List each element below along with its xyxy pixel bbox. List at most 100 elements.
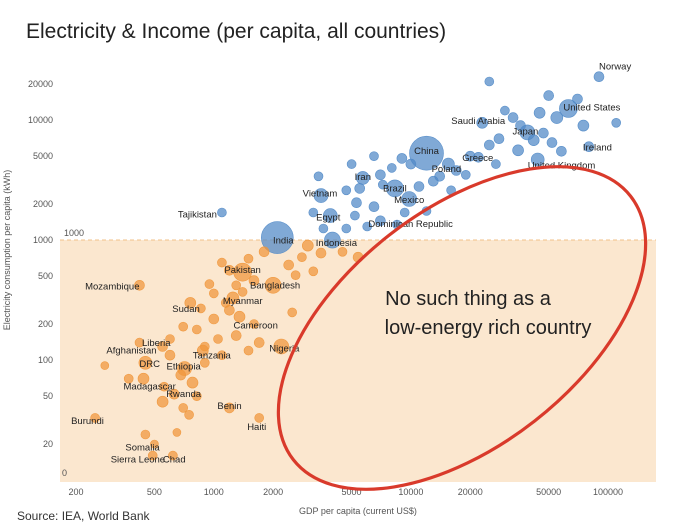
point-united-states [559,99,578,118]
label-benin: Benin [217,401,241,412]
data-point [572,93,583,105]
label-poland: Poland [432,164,462,175]
point-india [260,221,294,254]
label-china: China [414,146,440,157]
point-sudan [184,297,197,309]
data-point [248,275,260,286]
data-point [483,139,495,151]
data-point [220,298,231,308]
point-madagascar [137,372,150,385]
point-vietnam [313,188,329,203]
data-point [375,169,386,181]
y-tick-label: 500 [38,271,53,281]
point-egypt [322,208,338,223]
y-tick-label: 20 [43,439,53,449]
point-rwanda [168,388,180,400]
label-tanzania: Tanzania [193,351,232,362]
data-point [253,337,265,348]
label-egypt: Egypt [316,213,341,224]
data-points [90,71,622,461]
label-japan: Japan [512,126,538,137]
data-point [249,319,259,329]
data-point [491,159,501,169]
x-tick-label: 50000 [536,487,561,497]
data-point [217,257,227,268]
point-china [409,135,444,171]
label-saudi-arabia: Saudi Arabia [451,116,506,127]
data-point [301,239,314,252]
data-point [386,163,397,173]
label-mozambique: Mozambique [85,281,139,292]
label-afghanistan: Afghanistan [106,346,156,357]
data-point [290,270,301,281]
data-point [172,428,182,437]
data-point [577,119,590,132]
point-benin [224,402,235,414]
data-point [313,171,324,182]
point-tajikistan [217,207,227,218]
point-afghanistan [157,341,168,352]
label-madagascar: Madagascar [124,382,176,393]
data-point [450,165,462,176]
data-point [243,253,254,264]
data-point [369,151,379,161]
data-point [297,252,307,263]
data-point [556,146,567,157]
data-point [399,207,410,218]
data-point [208,313,220,325]
point-cameroon [233,310,246,323]
data-point [484,76,495,87]
point-sierra-leone [147,450,158,461]
data-point [341,223,352,234]
label-drc: DRC [139,359,160,370]
data-point [315,247,327,259]
label-vietnam: Vietnam [303,189,338,200]
data-point [287,307,298,318]
y-tick-label: 50 [43,391,53,401]
y-tick-label: 2000 [33,199,53,209]
point-drc [138,355,153,370]
annotation-line-2: low-energy rich country [385,317,592,339]
data-point [156,395,169,408]
data-point [243,345,254,356]
threshold-label: 1000 [64,228,84,238]
data-point [538,127,549,139]
annotation-line-1: No such thing as a [385,288,552,310]
point-indonesia [324,231,341,249]
data-point [337,247,348,257]
label-burundi: Burundi [71,416,104,427]
y-zero-label: 0 [62,468,67,478]
data-point [200,357,210,368]
data-point [341,185,352,196]
data-point [217,350,227,361]
data-point [134,337,145,348]
data-point [413,181,425,192]
data-point [283,259,295,271]
x-tick-label: 500 [147,487,162,497]
y-tick-label: 200 [38,319,53,329]
data-point [184,409,194,420]
point-burundi [90,413,100,423]
point-somalia [140,429,151,440]
data-point [405,158,417,170]
data-point [351,197,362,208]
data-point [209,288,219,299]
y-tick-label: 100 [38,355,53,365]
data-point [192,324,202,335]
data-point [318,223,329,234]
y-tick-label: 10000 [28,115,53,125]
point-liberia [165,334,175,344]
data-point [512,144,524,157]
x-tick-label: 100000 [593,487,623,497]
data-point [204,279,215,289]
point-mozambique [134,279,145,291]
data-point [178,321,188,332]
label-indonesia: Indonesia [316,238,358,249]
data-point [200,341,210,352]
data-point [224,264,235,276]
label-united-states: United States [563,103,620,114]
point-ireland [583,141,595,152]
data-point [396,153,408,164]
x-axis-label: GDP per capita (current US$) [299,506,417,516]
